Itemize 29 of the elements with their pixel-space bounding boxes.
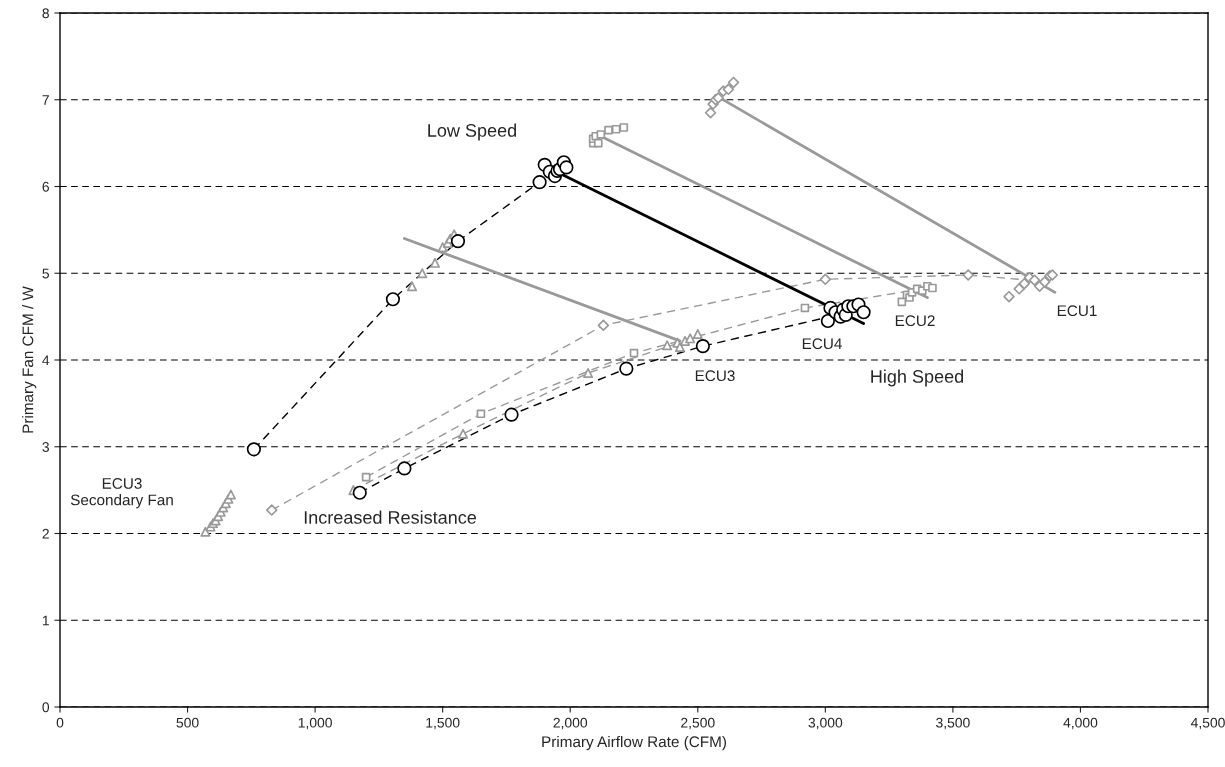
annotation: High Speed — [871, 369, 964, 387]
annotation: ECU3 — [695, 370, 735, 382]
y-tick-label: 1 — [42, 615, 49, 626]
annotation: ECU4 — [802, 338, 842, 350]
x-tick-label: 0 — [56, 717, 64, 728]
annotation: Increased Resistance — [304, 510, 477, 524]
x-tick-label: 1,000 — [298, 717, 332, 730]
y-tick-label: 7 — [42, 95, 49, 105]
y-tick-label: 5 — [42, 268, 49, 279]
y-tick-label: 3 — [42, 442, 49, 452]
x-tick-label: 4,000 — [1063, 717, 1098, 730]
x-tick-label: 2,500 — [681, 717, 715, 730]
x-tick-label: 3,000 — [808, 717, 843, 730]
y-tick-label: 2 — [42, 528, 49, 539]
y-axis-title: Primary Fan CFM / W — [22, 286, 37, 433]
annotation: ECU2 — [895, 315, 935, 327]
y-tick-label: 8 — [42, 8, 49, 19]
annotation: ECU3 Secondary Fan — [70, 478, 173, 509]
x-tick-label: 500 — [176, 717, 199, 728]
y-tick-label: 0 — [42, 702, 50, 713]
annotation: Low Speed — [428, 123, 517, 141]
x-tick-label: 3,500 — [936, 717, 970, 730]
annotation: ECU1 — [1057, 305, 1097, 317]
x-axis-title: Primary Airflow Rate (CFM) — [542, 735, 726, 751]
x-tick-label: 2,000 — [553, 717, 588, 730]
y-tick-label: 4 — [42, 355, 50, 366]
y-tick-label: 6 — [42, 181, 49, 192]
x-tick-label: 4,500 — [1190, 717, 1225, 730]
x-tick-label: 1,500 — [426, 717, 460, 730]
